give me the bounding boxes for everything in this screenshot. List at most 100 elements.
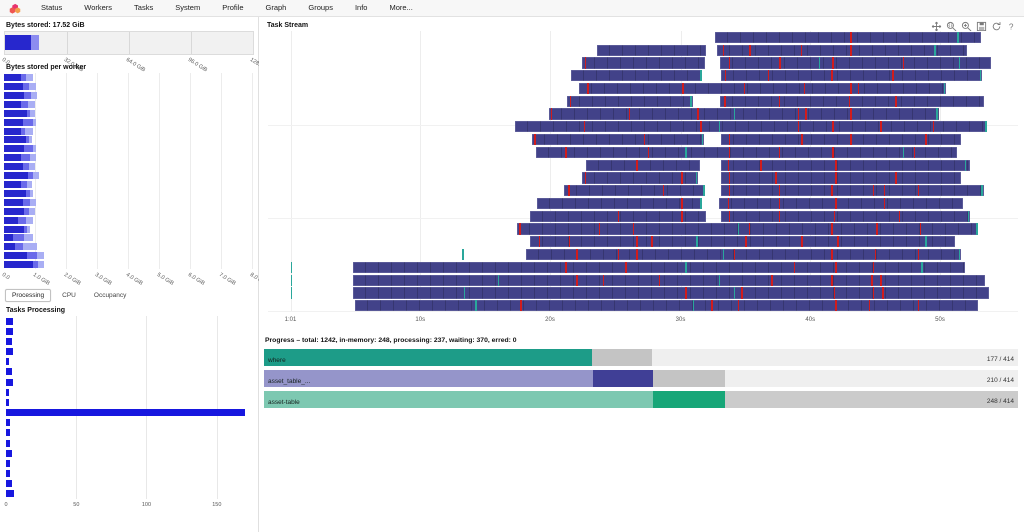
worker-bar-managed xyxy=(24,207,29,215)
svg-text:?: ? xyxy=(1009,23,1014,32)
axis-tick-label: 50 xyxy=(73,502,80,508)
gridline xyxy=(190,73,191,269)
nav-item-status[interactable]: Status xyxy=(41,3,63,12)
task-stream-task-bar xyxy=(586,159,700,171)
task-stream-task-bar xyxy=(514,121,988,133)
transfer-mark xyxy=(647,146,650,159)
progress-bar-asset-table: asset-table 248 / 414 xyxy=(264,391,1018,408)
worker-bar-stored xyxy=(4,207,25,215)
nav-item-more[interactable]: More... xyxy=(389,3,413,12)
tab-occupancy[interactable]: Occupancy xyxy=(93,292,127,299)
worker-bar-unmanaged xyxy=(22,243,37,251)
task-stream-task-bar xyxy=(582,172,698,184)
worker-bar-stored xyxy=(4,100,22,108)
tasks-processing-bar xyxy=(6,398,9,406)
transfer-mark xyxy=(727,197,730,210)
progress-count: 248 / 414 xyxy=(986,398,1014,405)
transfer-mark xyxy=(583,121,586,133)
nav-item-tasks[interactable]: Tasks xyxy=(134,3,154,12)
worker-bar-managed xyxy=(33,261,39,269)
nav-item-profile[interactable]: Profile xyxy=(222,3,244,12)
nav-item-system[interactable]: System xyxy=(175,3,201,12)
transfer-mark xyxy=(919,223,922,235)
help-icon[interactable]: ? xyxy=(1006,21,1017,34)
transfer-mark xyxy=(872,261,875,273)
transfer-mark xyxy=(564,146,567,159)
nav-item-groups[interactable]: Groups xyxy=(308,3,333,12)
transfer-mark xyxy=(584,172,587,184)
worker-bar-stored xyxy=(4,216,18,224)
gridline xyxy=(810,31,812,312)
tasks-processing-bar xyxy=(6,388,9,396)
task-stream-task-bar xyxy=(517,223,979,235)
axis-tick-label: 4.0 GiB xyxy=(124,272,144,287)
gridline xyxy=(128,73,129,269)
nav-item-graph[interactable]: Graph xyxy=(265,3,287,12)
tasks-processing-bar xyxy=(6,429,11,437)
transfer-mark xyxy=(848,95,851,107)
transfer-mark xyxy=(737,300,740,312)
task-stream-task-bar xyxy=(720,57,991,69)
transfer-mark xyxy=(568,185,570,197)
gridline xyxy=(97,73,98,269)
gridline xyxy=(146,316,148,499)
gridline xyxy=(67,32,68,54)
progress-label: asset-table xyxy=(268,399,300,406)
transfer-mark xyxy=(728,172,731,184)
reset-icon[interactable] xyxy=(991,21,1002,34)
worker-bar-stored xyxy=(4,109,27,117)
pan-icon[interactable] xyxy=(931,21,942,34)
worker-bar-unmanaged xyxy=(24,234,34,242)
worker-bar-managed xyxy=(17,216,27,224)
compute-mark xyxy=(685,261,687,273)
worker-bar-unmanaged xyxy=(31,91,38,99)
task-stream-plot[interactable] xyxy=(268,31,1018,313)
tasks-processing-bar xyxy=(6,348,14,355)
compute-mark xyxy=(700,197,702,210)
transfer-mark xyxy=(831,57,834,69)
tasks-processing-bar xyxy=(6,480,12,488)
transfer-mark xyxy=(602,274,605,286)
worker-bar-stored xyxy=(4,74,22,81)
transfer-mark xyxy=(835,159,837,171)
gridline xyxy=(268,311,1018,313)
transfer-mark xyxy=(711,300,713,312)
transfer-mark xyxy=(831,70,833,82)
task-stream-task-bar xyxy=(567,95,693,107)
worker-bar-stored xyxy=(4,225,25,233)
compute-mark xyxy=(957,31,959,44)
transfer-mark xyxy=(837,236,839,248)
task-stream-task-bar xyxy=(715,31,981,44)
task-stream-task-bar xyxy=(719,95,984,107)
tasks-processing-title: Tasks Processing xyxy=(6,307,66,314)
compute-mark xyxy=(958,248,961,261)
bytes-per-worker-chart xyxy=(4,73,253,269)
compute-mark xyxy=(964,159,967,171)
worker-bar-managed xyxy=(21,127,26,135)
transfer-mark xyxy=(550,108,553,120)
box-zoom-icon[interactable] xyxy=(946,21,957,34)
transfer-mark xyxy=(805,108,807,120)
transfer-mark xyxy=(883,197,886,210)
worker-bar-stored xyxy=(4,243,15,251)
nav-item-workers[interactable]: Workers xyxy=(84,3,113,12)
worker-bar-stored xyxy=(4,180,22,188)
transfer-mark xyxy=(743,82,746,95)
tab-processing[interactable]: Processing xyxy=(5,289,52,302)
bytes-stored-chart xyxy=(4,31,254,55)
save-icon[interactable] xyxy=(976,21,987,34)
transfer-mark xyxy=(872,185,875,197)
transfer-mark xyxy=(835,261,837,273)
compute-mark xyxy=(981,185,983,197)
transfer-mark xyxy=(538,236,541,248)
progress-label: asset_table_... xyxy=(268,378,311,385)
transfer-mark xyxy=(724,95,726,107)
progress-segment xyxy=(653,391,725,408)
nav-item-info[interactable]: Info xyxy=(354,3,368,12)
compute-mark xyxy=(690,95,692,107)
tab-cpu[interactable]: CPU xyxy=(62,292,76,299)
task-stream-task-bar xyxy=(532,134,704,146)
task-stream-task-bar xyxy=(721,210,970,222)
worker-bar-unmanaged xyxy=(28,82,36,90)
progress-segment xyxy=(264,349,592,366)
